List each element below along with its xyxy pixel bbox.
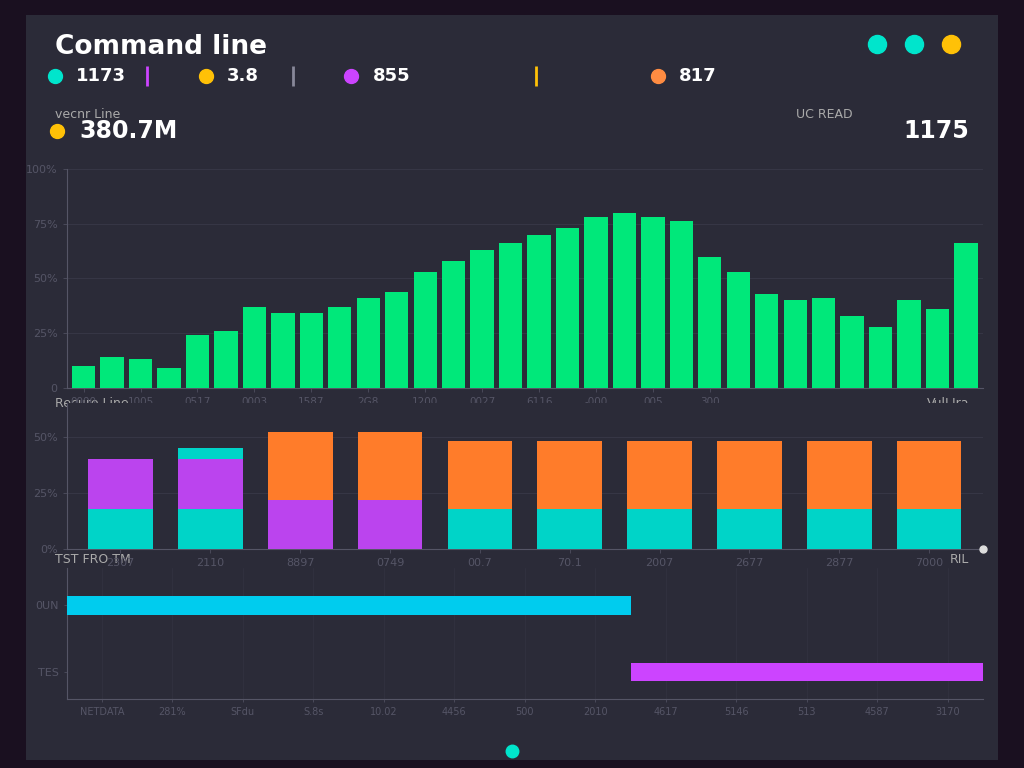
- Bar: [489, 596, 560, 614]
- Bar: [356, 298, 380, 388]
- Bar: [670, 221, 693, 388]
- Bar: [279, 596, 348, 614]
- Bar: [807, 442, 871, 508]
- Text: 1173: 1173: [76, 68, 126, 85]
- Bar: [807, 508, 871, 549]
- Bar: [328, 307, 351, 388]
- FancyBboxPatch shape: [16, 8, 1008, 768]
- Text: 855: 855: [373, 68, 411, 85]
- Bar: [641, 217, 665, 388]
- Bar: [954, 243, 978, 388]
- Bar: [841, 316, 864, 388]
- Text: Recure Line: Recure Line: [55, 397, 128, 410]
- Bar: [897, 300, 921, 388]
- Bar: [912, 663, 983, 681]
- Text: vecnr Line: vecnr Line: [55, 108, 120, 121]
- Text: Command line: Command line: [55, 34, 267, 60]
- Text: UC READ: UC READ: [796, 108, 852, 121]
- Bar: [538, 442, 602, 508]
- Bar: [72, 366, 95, 388]
- Bar: [348, 596, 419, 614]
- Bar: [869, 326, 892, 388]
- Bar: [129, 359, 153, 388]
- Bar: [628, 442, 692, 508]
- Bar: [560, 596, 631, 614]
- Text: VulLJra: VulLJra: [927, 397, 969, 410]
- Bar: [214, 331, 238, 388]
- Bar: [447, 442, 512, 508]
- Bar: [538, 508, 602, 549]
- Text: 3.8: 3.8: [227, 68, 259, 85]
- Bar: [178, 508, 243, 549]
- Bar: [357, 432, 422, 500]
- Bar: [842, 663, 912, 681]
- Text: TST FRO TM: TST FRO TM: [55, 553, 130, 566]
- Bar: [442, 261, 465, 388]
- Bar: [88, 508, 153, 549]
- Bar: [717, 442, 781, 508]
- Bar: [100, 357, 124, 388]
- Bar: [268, 500, 333, 549]
- Bar: [628, 508, 692, 549]
- Bar: [88, 459, 153, 508]
- Bar: [527, 235, 551, 388]
- Bar: [271, 313, 295, 388]
- Bar: [447, 508, 512, 549]
- Bar: [300, 313, 323, 388]
- Bar: [755, 293, 778, 388]
- Bar: [783, 300, 807, 388]
- Bar: [499, 243, 522, 388]
- Bar: [178, 459, 243, 508]
- Bar: [585, 217, 607, 388]
- Bar: [385, 292, 409, 388]
- Bar: [268, 432, 333, 500]
- Bar: [698, 257, 722, 388]
- Bar: [67, 596, 137, 614]
- Bar: [158, 368, 180, 388]
- Bar: [926, 309, 949, 388]
- Bar: [419, 596, 489, 614]
- Bar: [178, 448, 243, 459]
- Bar: [243, 307, 266, 388]
- Bar: [717, 508, 781, 549]
- Text: 1175: 1175: [903, 119, 969, 143]
- Bar: [414, 272, 437, 388]
- Bar: [771, 663, 842, 681]
- Bar: [701, 663, 771, 681]
- Bar: [631, 663, 701, 681]
- Bar: [357, 500, 422, 549]
- Bar: [812, 298, 836, 388]
- Bar: [208, 596, 279, 614]
- Bar: [897, 508, 962, 549]
- Bar: [470, 250, 494, 388]
- Bar: [897, 442, 962, 508]
- Bar: [727, 272, 750, 388]
- Bar: [137, 596, 208, 614]
- Bar: [185, 336, 209, 388]
- Bar: [556, 228, 580, 388]
- Bar: [612, 213, 636, 388]
- Text: 380.7M: 380.7M: [79, 119, 177, 143]
- Text: 817: 817: [679, 68, 717, 85]
- Text: RIL: RIL: [950, 553, 969, 566]
